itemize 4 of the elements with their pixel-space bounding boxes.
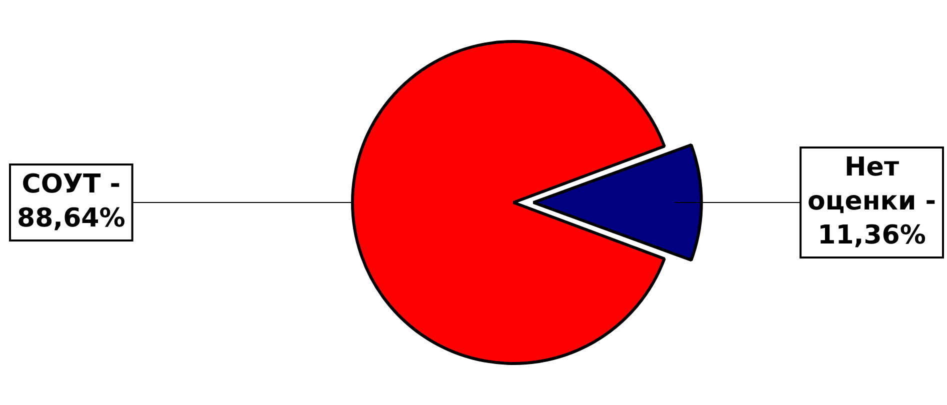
slice-label: Нет оценки - <box>808 152 936 216</box>
data-label: 11,36% <box>818 220 926 250</box>
slice-label: СОУТ - <box>22 169 121 200</box>
data-label: 88,64% <box>16 203 126 234</box>
